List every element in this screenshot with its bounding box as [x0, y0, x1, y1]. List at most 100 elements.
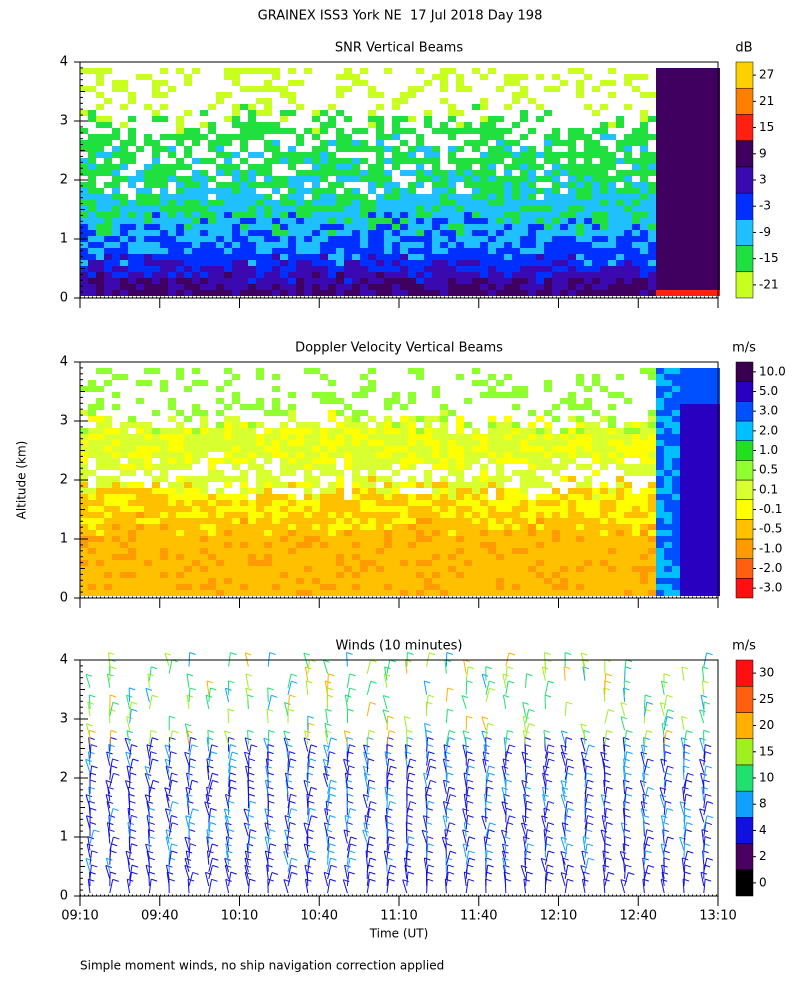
field-cell [696, 212, 704, 218]
field-cell [416, 236, 424, 242]
field-cell [712, 422, 720, 428]
field-cell [568, 146, 576, 152]
field-cell [200, 572, 208, 578]
field-cell [288, 524, 296, 530]
field-cell [688, 524, 696, 530]
field-cell [496, 266, 504, 272]
field-cell [464, 164, 472, 170]
field-cell [608, 290, 616, 296]
field-cell [392, 458, 400, 464]
field-cell [256, 194, 264, 200]
field-cell [584, 500, 592, 506]
field-cell [264, 452, 272, 458]
field-cell [168, 176, 176, 182]
field-cell [168, 518, 176, 524]
field-cell [600, 512, 608, 518]
field-cell [656, 206, 664, 212]
field-cell [128, 578, 136, 584]
field-cell [104, 458, 112, 464]
field-cell [392, 182, 400, 188]
field-cell [368, 506, 376, 512]
field-cell [656, 284, 664, 290]
field-cell [104, 290, 112, 296]
field-cell [296, 158, 304, 164]
field-cell [400, 542, 408, 548]
field-cell [576, 152, 584, 158]
field-cell [152, 260, 160, 266]
field-cell [672, 212, 680, 218]
field-cell [576, 170, 584, 176]
field-cell [512, 266, 520, 272]
field-cell [696, 110, 704, 116]
field-cell [704, 434, 712, 440]
field-cell [496, 566, 504, 572]
field-cell [352, 164, 360, 170]
field-cell [552, 566, 560, 572]
field-cell [440, 548, 448, 554]
field-cell [304, 566, 312, 572]
field-cell [248, 278, 256, 284]
field-cell [712, 260, 720, 266]
field-cell [632, 494, 640, 500]
field-cell [576, 500, 584, 506]
field-cell [456, 86, 464, 92]
field-cell [688, 500, 696, 506]
field-cell [680, 176, 688, 182]
field-cell [504, 566, 512, 572]
field-cell [296, 254, 304, 260]
field-cell [176, 194, 184, 200]
field-cell [576, 284, 584, 290]
field-cell [712, 188, 720, 194]
field-cell [688, 182, 696, 188]
field-cell [544, 530, 552, 536]
field-cell [136, 554, 144, 560]
field-cell [160, 266, 168, 272]
field-cell [88, 176, 96, 182]
field-cell [272, 278, 280, 284]
field-cell [584, 422, 592, 428]
field-cell [352, 158, 360, 164]
colorbar-swatch [735, 401, 754, 422]
field-cell [232, 110, 240, 116]
field-cell [528, 212, 536, 218]
field-cell [480, 290, 488, 296]
field-cell [304, 578, 312, 584]
field-cell [392, 560, 400, 566]
field-cell [168, 284, 176, 290]
wind-barb-flag [93, 829, 100, 833]
field-cell [216, 530, 224, 536]
field-cell [592, 266, 600, 272]
field-cell [664, 146, 672, 152]
field-cell [424, 284, 432, 290]
field-cell [656, 110, 664, 116]
field-cell [640, 560, 648, 566]
field-cell [192, 170, 200, 176]
field-cell [608, 422, 616, 428]
field-cell [696, 104, 704, 110]
field-cell [240, 134, 248, 140]
field-cell [192, 428, 200, 434]
field-cell [264, 146, 272, 152]
field-cell [336, 494, 344, 500]
field-cell [488, 524, 496, 530]
field-cell [120, 200, 128, 206]
field-cell [296, 194, 304, 200]
field-cell [528, 98, 536, 104]
field-cell [360, 170, 368, 176]
field-cell [568, 536, 576, 542]
wind-barb [108, 815, 111, 830]
field-cell [328, 398, 336, 404]
field-cell [656, 92, 664, 98]
field-cell [176, 548, 184, 554]
field-cell [160, 446, 168, 452]
field-cell [368, 584, 376, 590]
field-cell [96, 500, 104, 506]
field-cell [512, 560, 520, 566]
field-cell [232, 242, 240, 248]
field-cell [480, 212, 488, 218]
field-cell [312, 182, 320, 188]
field-cell [584, 284, 592, 290]
field-cell [160, 206, 168, 212]
field-cell [344, 440, 352, 446]
field-cell [680, 164, 688, 170]
